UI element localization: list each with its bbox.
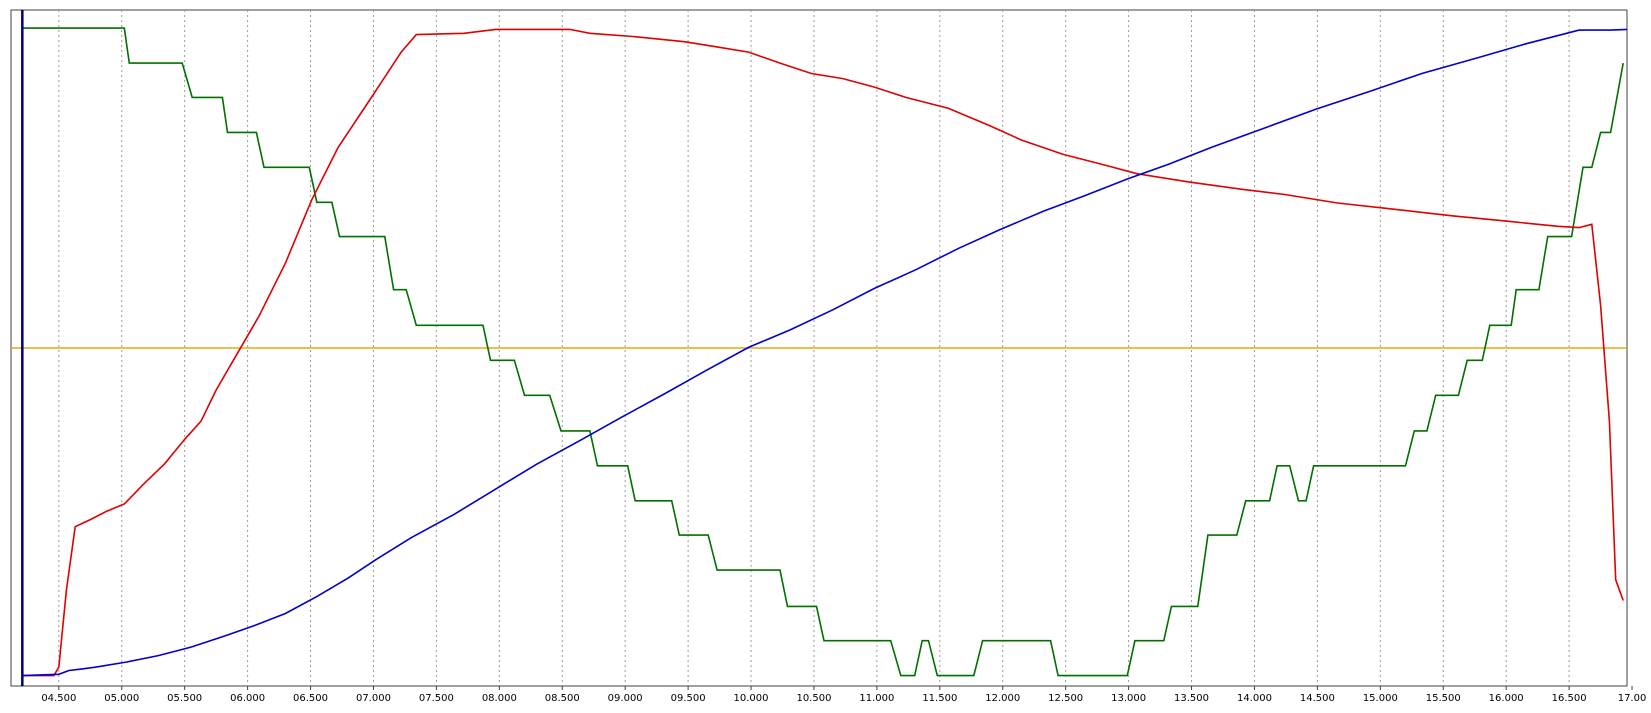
x-tick-label: 12.500 bbox=[1048, 693, 1083, 704]
x-tick-label: 09.000 bbox=[608, 693, 643, 704]
series-line bbox=[22, 28, 1624, 677]
x-tick-label: 15.500 bbox=[1426, 693, 1461, 704]
x-tick-label: 16.000 bbox=[1489, 693, 1524, 704]
x-tick-label: 10.500 bbox=[796, 693, 831, 704]
x-tick-label: 05.500 bbox=[167, 693, 202, 704]
x-tick-label: 13.000 bbox=[1111, 693, 1146, 704]
x-tick-label: 07.500 bbox=[419, 693, 454, 704]
x-tick-label: 15.000 bbox=[1363, 693, 1398, 704]
x-tick-label: 05.000 bbox=[104, 693, 139, 704]
series-line bbox=[22, 27, 1624, 677]
x-tick-label: 09.500 bbox=[671, 693, 706, 704]
x-tick-label: 11.000 bbox=[859, 693, 894, 704]
x-tick-label: 14.000 bbox=[1237, 693, 1272, 704]
x-tick-label: 06.500 bbox=[293, 693, 328, 704]
x-tick-label: 08.000 bbox=[482, 693, 517, 704]
x-tick-label: 16.500 bbox=[1552, 693, 1587, 704]
x-tick-label: 17.00 bbox=[1618, 693, 1647, 704]
series-line bbox=[22, 28, 1628, 677]
x-tick-label: 04.500 bbox=[41, 693, 76, 704]
x-tick-label: 10.000 bbox=[734, 693, 769, 704]
x-tick-label: 07.000 bbox=[356, 693, 391, 704]
x-tick-label: 11.500 bbox=[922, 693, 957, 704]
x-tick-label: 12.000 bbox=[985, 693, 1020, 704]
x-tick-label: 08.500 bbox=[545, 693, 580, 704]
x-tick-label: 13.500 bbox=[1174, 693, 1209, 704]
x-tick-label: 14.500 bbox=[1300, 693, 1335, 704]
x-tick-label: 06.000 bbox=[230, 693, 265, 704]
